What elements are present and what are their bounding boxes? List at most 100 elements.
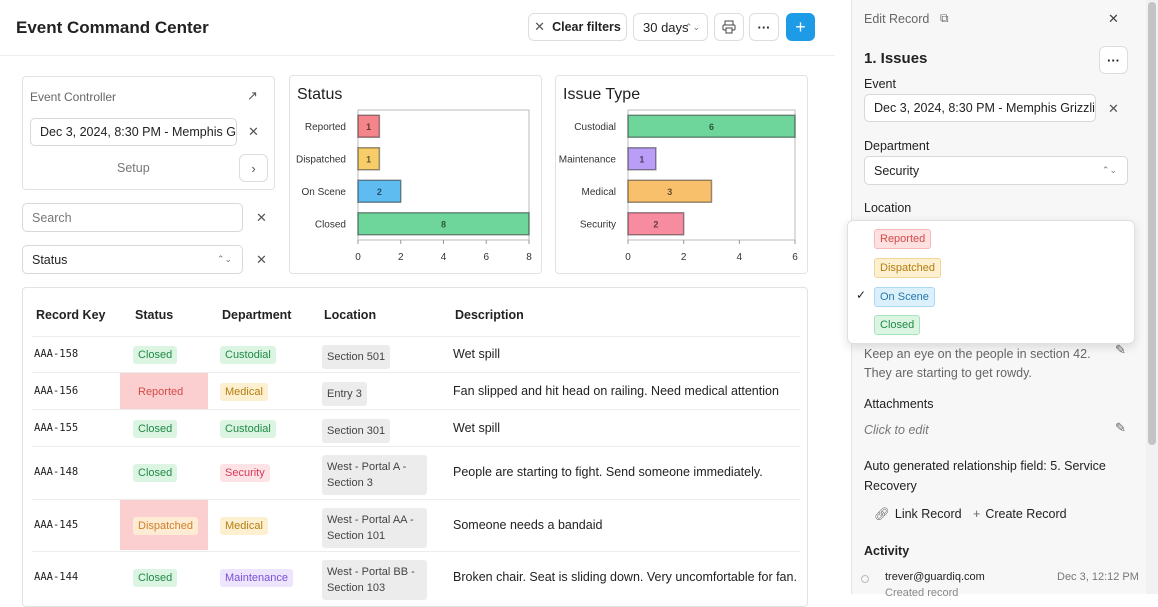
bar [357,179,402,203]
clear-filters-button[interactable]: ✕ Clear filters [528,13,627,41]
field-label: Attachments [864,397,934,411]
bar [357,147,381,171]
bar [357,114,381,138]
attachments-field[interactable]: Click to edit [864,423,929,437]
activity-label: Activity [864,544,910,558]
event-field[interactable]: Dec 3, 2024, 8:30 PM - Memphis Grizzlies [864,94,1096,122]
bar [627,114,796,138]
table-card [22,287,808,607]
dropdown-option[interactable]: Dispatched [874,258,942,278]
print-button[interactable] [714,13,744,41]
close-panel[interactable]: ✕ [1108,11,1119,26]
status-chart-card: Status 0 2 4 6 8 Reported 1 Dispatched 1 On Scene 2… [289,75,542,274]
row-divider [32,372,800,373]
clear-event-field[interactable]: ✕ [1108,101,1119,116]
expand-icon[interactable]: ↗ [247,88,258,103]
bar-value-label: 8 [441,219,446,229]
edit-note[interactable]: ✎ [1115,342,1126,357]
field-label: Event [864,77,896,91]
record-more[interactable]: ··· [1099,46,1128,74]
range-select[interactable]: 30 days ⌃⌄ [633,13,708,41]
more-button[interactable]: ··· [749,13,779,41]
y-tick-label: Security [580,219,616,230]
description: Someone needs a bandaid [453,518,603,532]
bar-value-label: 1 [366,154,371,164]
x-tick-label: 8 [526,252,532,263]
x-tick-label: 0 [355,252,361,263]
department-pill: Maintenance [220,569,293,587]
status-pill: Dispatched [133,517,199,535]
row-divider [32,551,800,552]
department-pill: Custodial [220,346,276,364]
bar [627,179,713,203]
x-tick-label: 0 [625,252,631,263]
create-record-text: Create Record [985,507,1067,521]
column-header: Status [135,308,174,322]
department-pill: Custodial [220,420,276,438]
record-key: AAA-148 [34,466,79,478]
status-filter[interactable]: Status ⌃⌄ [22,245,243,274]
chart-title: Status [297,86,342,103]
x-tick-label: 2 [681,252,687,263]
header-divider [0,55,835,56]
issue-chart-card: Issue Type 0 2 4 6 Custodial 6 Maintenance 1 Medi… [555,75,808,274]
note-text: Keep an eye on the people in section 42.… [864,347,1091,380]
status-pill: Closed [133,464,178,482]
field-label: Department [864,139,930,153]
description: Wet spill [453,347,501,361]
description: People are starting to fight. Send someo… [453,465,763,479]
x-tick-label: 6 [483,252,489,263]
description: Fan slipped and hit head on railing. Nee… [453,384,779,398]
row-divider [32,336,800,337]
clear-event[interactable]: ✕ [248,124,259,139]
department-pill: Security [220,464,270,482]
department-pill: Medical [220,517,268,535]
edit-attachments[interactable]: ✎ [1115,420,1126,435]
y-tick-label: Dispatched [296,154,346,165]
clear-status[interactable]: ✕ [256,252,267,267]
activity-time: Dec 3, 12:12 PM [1057,571,1139,583]
panel-heading: Edit Record [864,12,930,26]
page-title: Event Command Center [16,18,209,37]
bar-value-label: 1 [366,122,371,132]
x-tick-label: 4 [441,252,447,263]
description: Broken chair. Seat is sliding down. Very… [453,570,797,584]
next-button[interactable]: › [239,154,268,182]
y-tick-label: Reported [305,122,346,133]
create-record-button[interactable]: + Create Record [973,507,1067,521]
y-tick-label: Maintenance [559,154,617,165]
bar-value-label: 6 [709,122,714,132]
department-field[interactable]: Security ⌃⌄ [864,156,1128,185]
row-divider [32,446,800,447]
record-key: AAA-156 [34,385,79,397]
description: Wet spill [453,421,501,435]
check-icon: ✓ [856,288,867,302]
add-button[interactable]: + [786,13,815,41]
column-header: Record Key [36,308,106,322]
link-record-button[interactable]: 🔗︎ Link Record [874,507,962,521]
column-header: Location [324,308,377,322]
chart-title: Issue Type [563,86,640,103]
open-icon[interactable]: ⧉ [940,11,949,25]
scrollbar-thumb[interactable] [1148,2,1156,445]
dropdown-option[interactable]: On Scene [874,287,935,307]
event-input[interactable]: Dec 3, 2024, 8:30 PM - Memphis Grizzlies [30,118,237,146]
y-tick-label: Closed [315,219,346,230]
status-pill: Closed [133,569,178,587]
chart: Issue Type 0 2 4 6 Custodial 6 Maintenance 1 Medi… [559,86,798,263]
activity-dot [861,575,869,583]
bar-value-label: 2 [653,219,658,229]
relationship-label: Auto generated relationship field: 5. Se… [864,459,1106,493]
plot-frame [627,109,796,241]
dropdown-option[interactable]: Reported [874,229,932,249]
bar-value-label: 2 [377,187,382,197]
y-tick-label: Custodial [574,122,616,133]
dropdown-option[interactable]: Closed [874,315,921,335]
search-input[interactable]: Search [22,203,243,232]
field-label: Location [864,201,912,215]
chart: Status 0 2 4 6 8 Reported 1 Dispatched 1 On Scene 2… [296,86,532,263]
clear-search[interactable]: ✕ [256,210,267,225]
status-pill: Closed [133,346,178,364]
setup-button[interactable]: Setup [117,161,150,175]
link-record-text: Link Record [894,507,962,521]
